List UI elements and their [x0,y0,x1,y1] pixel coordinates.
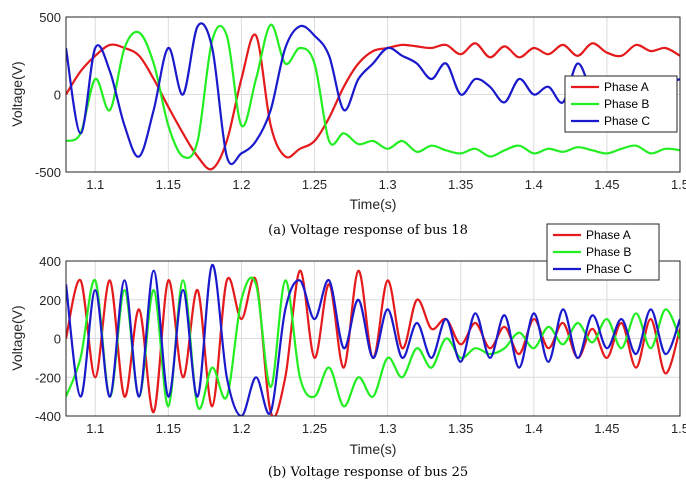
x-tick-label: 1.35 [448,177,473,192]
caption: (b) Voltage response of bus 25 [268,465,468,480]
y-tick-label: -200 [35,370,61,385]
x-tick-label: 1.2 [232,421,250,436]
x-axis-label: Time(s) [350,441,397,457]
series-line-phase-b [66,276,680,410]
x-tick-label: 1.45 [594,177,619,192]
series-line-phase-b [66,23,680,160]
x-tick-label: 1.1 [86,421,104,436]
x-tick-label: 1.25 [302,177,327,192]
y-tick-label: 200 [39,293,61,308]
series-group [66,22,680,171]
legend-label: Phase B [586,245,631,259]
y-tick-label: 500 [39,10,61,25]
x-tick-label: 1.5 [671,421,686,436]
y-tick-label: 0 [54,332,61,347]
legend-label: Phase C [604,114,650,128]
legend-label: Phase B [604,97,649,111]
x-tick-label: 1.1 [86,177,104,192]
y-tick-label: 400 [39,254,61,269]
series-line-phase-a [66,33,680,171]
x-axis-label: Time(s) [350,196,397,212]
y-tick-labels: -500 0 500 [35,10,61,180]
plot-frame [65,260,681,417]
series-line-phase-c [66,263,680,416]
series-line-phase-c [66,22,680,166]
series-group [66,263,680,416]
x-tick-label: 1.4 [525,421,543,436]
legend: Phase A Phase B Phase C [546,223,660,281]
y-tick-label: 0 [54,88,61,103]
x-tick-label: 1.25 [302,421,327,436]
x-tick-label: 1.4 [525,177,543,192]
legend-label: Phase A [604,80,649,94]
x-tick-label: 1.45 [594,421,619,436]
x-tick-labels: 1.1 1.15 1.2 1.25 1.3 1.35 1.4 1.45 1.5 [86,177,686,192]
legend-label: Phase C [586,262,632,276]
y-axis-label: Voltage(V) [9,61,25,126]
x-tick-labels: 1.1 1.15 1.2 1.25 1.3 1.35 1.4 1.45 1.5 [86,421,686,436]
plot-frame [65,16,681,173]
x-tick-label: 1.3 [379,421,397,436]
x-tick-label: 1.3 [379,177,397,192]
caption: (a) Voltage response of bus 18 [268,223,468,238]
legend: Phase A Phase B Phase C [564,75,678,133]
y-tick-labels: -400 -200 0 200 400 [35,254,61,424]
x-tick-label: 1.2 [232,177,250,192]
chart-bus-25: 1.1 1.15 1.2 1.25 1.3 1.35 1.4 1.45 1.5 -400 -200… [9,223,686,480]
y-tick-label: -500 [35,165,61,180]
x-tick-label: 1.15 [156,177,181,192]
series-line-phase-a [66,269,680,416]
x-tick-label: 1.5 [671,177,686,192]
x-tick-label: 1.15 [156,421,181,436]
legend-label: Phase A [586,228,631,242]
y-axis-label: Voltage(V) [9,305,25,370]
y-tick-label: -400 [35,409,61,424]
x-tick-label: 1.35 [448,421,473,436]
chart-bus-18: 1.1 1.15 1.2 1.25 1.3 1.35 1.4 1.45 1.5 -500 0 500… [9,10,686,238]
